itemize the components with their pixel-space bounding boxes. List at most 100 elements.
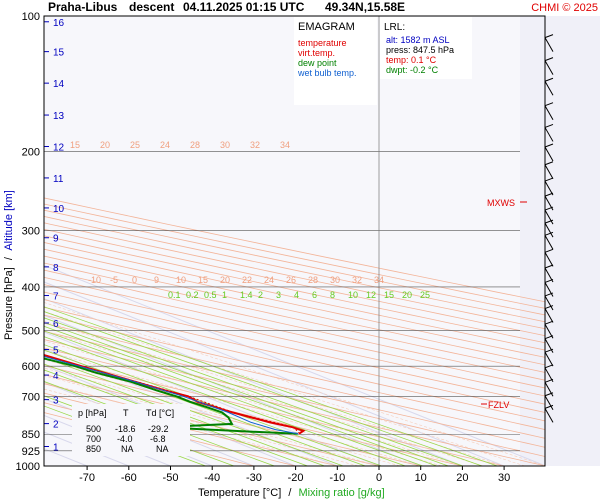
legend-virt-temp: virt.temp.	[298, 48, 335, 58]
isotherm-line	[44, 348, 338, 466]
x-tick-label: -50	[163, 472, 179, 484]
temp-labels-lower-text: 20	[220, 275, 230, 285]
lrl-alt: alt: 1582 m ASL	[386, 35, 450, 45]
lrl-temp: temp: 0.1 °C	[386, 55, 437, 65]
altitude-tick-label: 13	[53, 111, 65, 122]
dry-adiabat-line	[44, 299, 545, 413]
mixing-ratio-labels-text: 20	[402, 290, 412, 300]
mixing-ratio-labels-text: 3	[276, 290, 281, 300]
mixing-ratio-labels-text: 15	[384, 290, 394, 300]
sounding-mode: descent	[129, 0, 174, 14]
dry-adiabat-labels-text: 20	[100, 140, 110, 150]
x-tick-label: -70	[79, 472, 95, 484]
lrl-box: LRL: alt: 1582 m ASL press: 847.5 hPa te…	[380, 17, 472, 79]
temp-labels-lower-text: 34	[374, 275, 384, 285]
table-row-700-t: -4.0	[117, 434, 133, 444]
mixing-ratio-labels-text: 0.1	[168, 290, 181, 300]
legend-temperature: temperature	[298, 38, 347, 48]
y-axis-title: Pressure [hPa] / Altitude [km]	[3, 190, 15, 340]
altitude-tick-label: 12	[53, 143, 65, 154]
isotherm-line	[44, 281, 505, 466]
wind-barb-flag	[544, 320, 554, 325]
dry-adiabat-line	[44, 255, 545, 366]
series-virt-temp-line	[44, 354, 301, 435]
mixing-ratio-labels-text: 0.2	[186, 290, 199, 300]
lrl-background	[380, 17, 472, 79]
mixing-ratio-labels-text: 8	[330, 290, 335, 300]
table-row-700-td: -6.8	[150, 434, 166, 444]
temp-labels-lower-text: 24	[264, 275, 274, 285]
wind-barb	[544, 146, 554, 162]
pressure-tick-label: 200	[22, 146, 40, 158]
pressure-tick-label: 400	[22, 282, 40, 294]
copyright: CHMI © 2025	[531, 2, 598, 14]
wind-barb-flag	[544, 34, 554, 39]
datetime: 04.11.2025 01:15 UTC	[183, 0, 305, 14]
x-tick-label: -10	[329, 472, 345, 484]
plot-frame	[43, 15, 546, 467]
altitude-tick-label: 7	[53, 292, 59, 303]
legend-dew-point: dew point	[298, 58, 337, 68]
temp-labels-lower-text: 28	[308, 275, 318, 285]
mixing-ratio-labels-text: 0.5	[204, 290, 217, 300]
altitude-tick-label: 4	[53, 371, 59, 382]
table-row-500-t: -18.6	[115, 424, 136, 434]
table-row-850-t: NA	[121, 444, 134, 454]
y-axis-title-sep: /	[3, 256, 15, 260]
mixing-ratio-line	[44, 325, 437, 466]
wind-barb	[544, 408, 554, 423]
mixing-ratio-labels-text: 10	[348, 290, 358, 300]
dry-adiabat-line	[44, 322, 545, 439]
table-row-850-td: NA	[156, 444, 169, 454]
wind-barb-flag	[544, 248, 554, 253]
temp-labels-lower-text: 26	[286, 275, 296, 285]
x-tick-label: -30	[246, 472, 262, 484]
x-axis-title-temperature: Temperature [°C]	[198, 487, 281, 499]
wind-barb-flag	[544, 378, 554, 383]
wind-barb	[544, 295, 554, 311]
wind-barb-flag	[544, 278, 554, 283]
series-wet-bulb-temp-line	[44, 355, 299, 435]
table-header-p: p [hPa]	[78, 408, 107, 418]
pressure-tick-label: 925	[22, 446, 40, 458]
temp-labels-lower-text: 32	[352, 275, 362, 285]
temp-labels-lower-text: -10	[88, 275, 101, 285]
data-table: p [hPa] T Td [°C] 500 -18.6 -29.2 700 -4…	[72, 404, 190, 456]
mixing-ratio-labels-text: 25	[420, 290, 430, 300]
wind-barb-flag	[544, 143, 554, 148]
altitude-tick-label: 16	[53, 18, 65, 29]
wind-barb-flag	[544, 231, 554, 236]
x-tick-label: -60	[121, 472, 137, 484]
wind-barb-flag	[544, 219, 554, 224]
mixing-ratio-labels-text: 1	[222, 290, 227, 300]
mixing-ratio-line	[44, 357, 344, 466]
pressure-tick-label: 700	[22, 391, 40, 403]
wind-barb	[544, 164, 554, 180]
lrl-press: press: 847.5 hPa	[386, 45, 454, 55]
wind-barb-flag	[544, 177, 554, 182]
wind-barb	[544, 351, 554, 367]
pressure-tick-label: 850	[22, 429, 40, 441]
x-tick-label: 10	[415, 472, 427, 484]
mixing-ratio-labels-text: 2	[258, 290, 263, 300]
wind-barb	[544, 252, 554, 267]
temp-labels-lower-text: 9	[154, 275, 159, 285]
wind-barb	[544, 395, 554, 411]
y-axis-title-pressure: Pressure [hPa]	[3, 267, 15, 340]
table-row-850-p: 850	[86, 444, 101, 454]
wind-barb-flag	[544, 123, 554, 128]
x-tick-label: -40	[204, 472, 220, 484]
dry-adiabat-line	[44, 248, 545, 358]
wind-barb	[544, 60, 554, 75]
wind-barb-flag	[544, 161, 554, 166]
series-layer	[44, 353, 306, 435]
wind-barb-flag	[544, 57, 554, 62]
wind-barb-flag	[544, 305, 554, 310]
x-tick-label: -20	[288, 472, 304, 484]
pressure-tick-label: 600	[22, 361, 40, 373]
pressure-tick-label: 100	[22, 11, 40, 23]
altitude-tick-label: 10	[53, 204, 65, 215]
mixing-ratio-line	[44, 322, 449, 466]
fzlv-label: FZLV	[488, 400, 509, 410]
wind-panel	[520, 16, 600, 466]
